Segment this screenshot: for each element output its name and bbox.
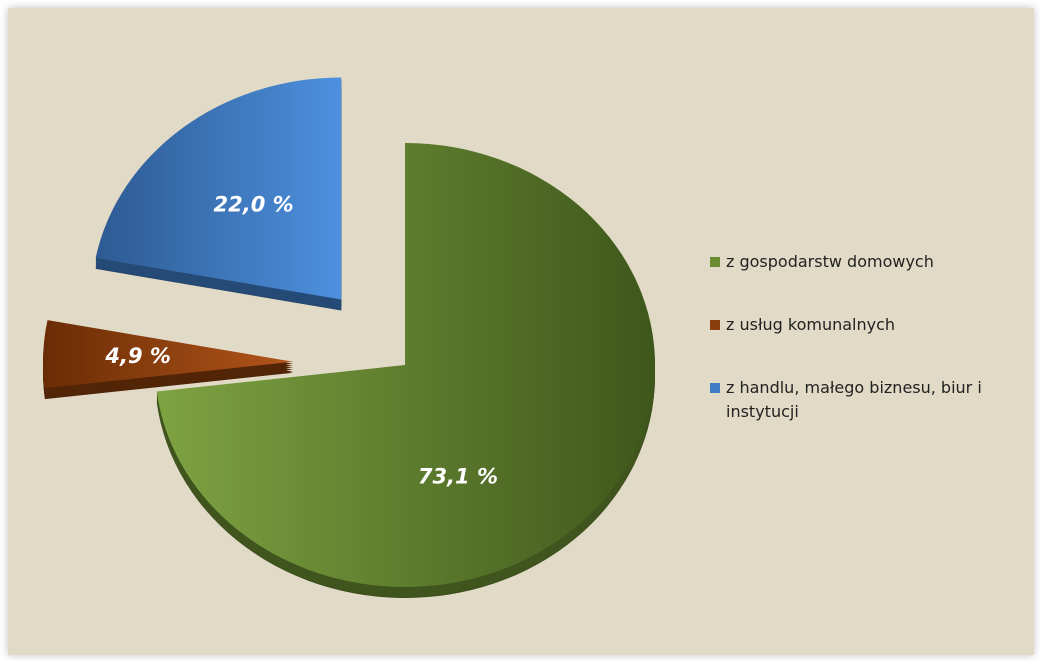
legend-item: z handlu, małego biznesu, biur i instytu…	[710, 376, 1030, 424]
value-label: 4,9 %	[104, 344, 171, 368]
slice	[156, 143, 655, 587]
legend-swatch	[710, 383, 720, 393]
legend-item: z gospodarstw domowych	[710, 250, 1030, 274]
value-label: 22,0 %	[214, 192, 294, 216]
slice	[43, 320, 294, 389]
legend-swatch	[710, 320, 720, 330]
slice	[95, 77, 342, 300]
legend-label: z usług komunalnych	[726, 315, 896, 334]
legend-label: z handlu, małego biznesu, biur i instytu…	[726, 378, 982, 421]
legend: z gospodarstw domowych z usług komunalnyc…	[710, 250, 1030, 463]
value-label: 73,1 %	[418, 465, 498, 489]
legend-swatch	[710, 257, 720, 267]
legend-label: z gospodarstw domowych	[726, 252, 934, 271]
legend-item: z usług komunalnych	[710, 313, 1030, 337]
